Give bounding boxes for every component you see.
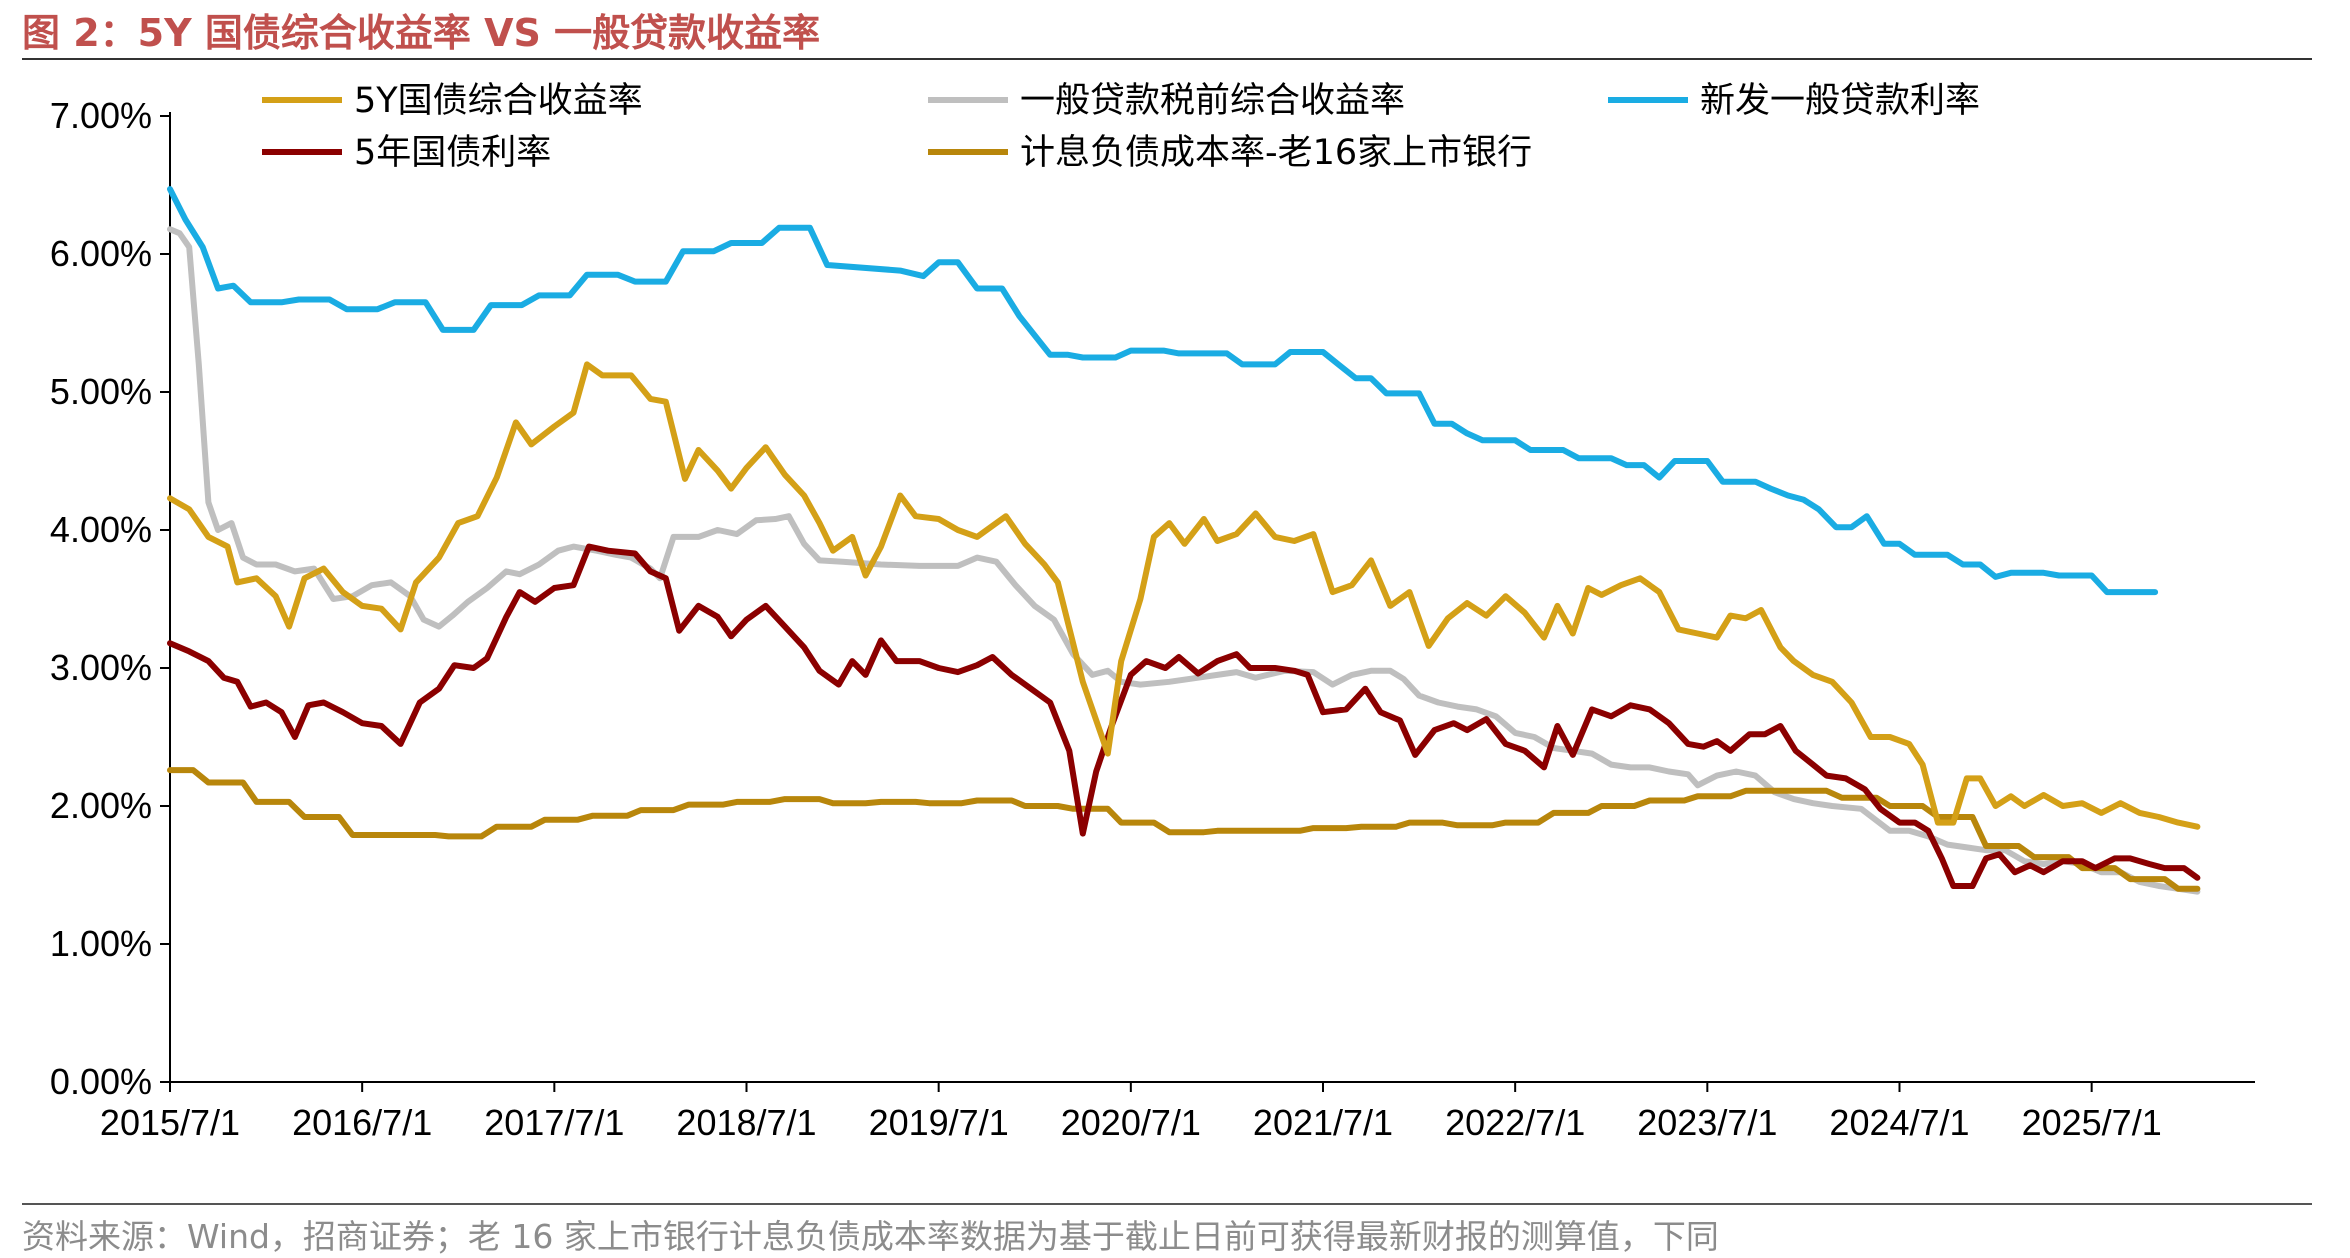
x-tick-label: 2023/7/1 <box>1637 1102 1777 1143</box>
legend-label: 5年国债利率 <box>354 133 551 173</box>
legend-label: 5Y国债综合收益率 <box>354 81 643 121</box>
x-axis: 2015/7/1 2016/7/1 2017/7/1 2018/7/1 2019/7/1… <box>100 1081 2255 1143</box>
series-line-5 <box>167 767 2201 892</box>
x-tick-label: 2018/7/1 <box>676 1102 816 1143</box>
x-tick-label: 2025/7/1 <box>2022 1102 2162 1143</box>
legend-label: 一般贷款税前综合收益率 <box>1020 81 1405 121</box>
figure-title: 图 2：5Y 国债综合收益率 VS 一般贷款收益率 <box>22 11 821 55</box>
x-tick-label: 2024/7/1 <box>1829 1102 1969 1143</box>
y-tick-label: 4.00% <box>50 509 152 550</box>
y-tick-label: 1.00% <box>50 923 152 964</box>
series-line-4 <box>167 543 2201 889</box>
y-tick-label: 3.00% <box>50 647 152 688</box>
x-tick-label: 2022/7/1 <box>1445 1102 1585 1143</box>
footer-rule <box>22 1203 2312 1205</box>
y-tick-label: 7.00% <box>50 95 152 136</box>
y-tick-label: 2.00% <box>50 785 152 826</box>
y-tick-label: 0.00% <box>50 1061 152 1102</box>
x-tick-label: 2016/7/1 <box>292 1102 432 1143</box>
x-tick-label: 2020/7/1 <box>1061 1102 1201 1143</box>
legend: 5Y国债综合收益率 一般贷款税前综合收益率 新发一般贷款利率 5年国债利率 计息负债成本… <box>262 81 1980 173</box>
series-line-1 <box>167 361 2201 830</box>
legend-label: 计息负债成本率-老16家上市银行 <box>1020 133 1532 173</box>
x-tick-label: 2017/7/1 <box>484 1102 624 1143</box>
y-tick-label: 5.00% <box>50 371 152 412</box>
y-tick-label: 6.00% <box>50 233 152 274</box>
y-axis: 0.00% 1.00% 2.00% 3.00% 4.00% 5.00% 6.00% 7.00% <box>50 95 171 1102</box>
x-tick-label: 2021/7/1 <box>1253 1102 1393 1143</box>
x-tick-label: 2019/7/1 <box>869 1102 1009 1143</box>
source-note: 资料来源：Wind，招商证券；老 16 家上市银行计息负债成本率数据为基于截止日… <box>22 1217 1719 1256</box>
series-layer <box>167 186 2201 895</box>
x-tick-label: 2015/7/1 <box>100 1102 240 1143</box>
legend-label: 新发一般贷款利率 <box>1700 81 1980 121</box>
series-line-3 <box>167 186 2159 596</box>
title-rule <box>22 58 2312 60</box>
